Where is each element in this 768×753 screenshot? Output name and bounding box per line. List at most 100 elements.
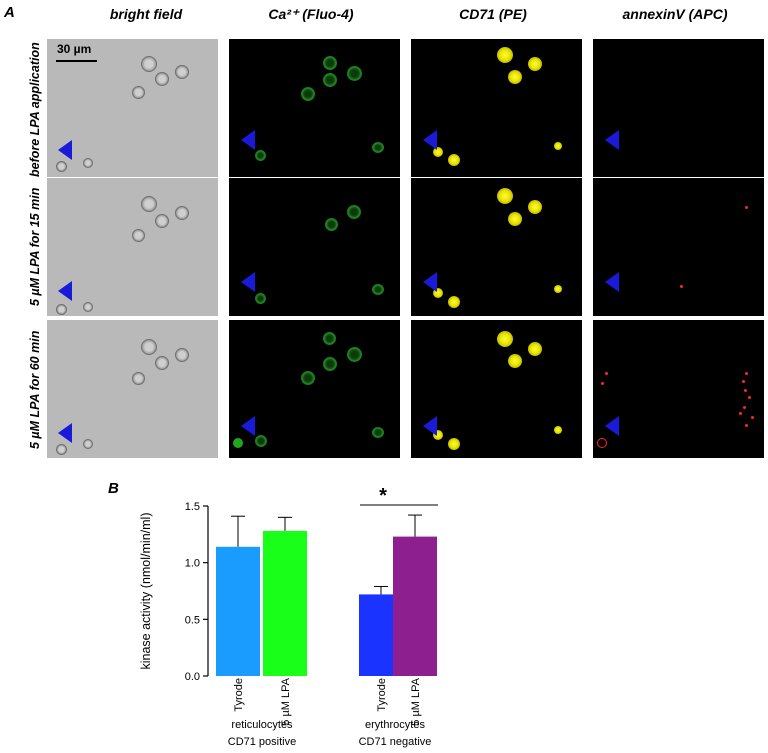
scale-bar <box>56 60 97 62</box>
arrowhead-marker <box>423 130 437 150</box>
cell <box>255 150 266 161</box>
cell <box>347 66 362 81</box>
cell <box>347 347 362 362</box>
annexin-signal <box>743 406 746 409</box>
annexin-signal <box>601 382 604 385</box>
cell <box>141 339 157 355</box>
cell <box>56 304 67 315</box>
y-axis-label: kinase activity (nmol/min/ml) <box>139 513 153 670</box>
cell <box>155 214 169 228</box>
arrowhead-marker <box>241 130 255 150</box>
arrowhead-marker <box>241 416 255 436</box>
micrograph-cd71-15min <box>411 178 582 316</box>
cell <box>323 56 337 70</box>
cell <box>83 439 93 449</box>
cell <box>155 356 169 370</box>
micrograph-calcium-15min <box>229 178 400 316</box>
cell <box>323 357 337 371</box>
category-label: Tyrode <box>376 678 388 712</box>
cell <box>528 342 542 356</box>
cell <box>83 158 93 168</box>
annexin-signal <box>745 206 748 209</box>
arrowhead-marker <box>58 281 72 301</box>
cell <box>155 72 169 86</box>
micrograph-cd71-60min <box>411 320 582 458</box>
arrowhead-marker <box>58 140 72 160</box>
cell <box>508 70 522 84</box>
micrograph-cd71-before <box>411 39 582 177</box>
category-label: Tyrode <box>233 678 245 712</box>
cell <box>132 86 145 99</box>
y-tick-label: 1.0 <box>185 558 200 570</box>
cell <box>554 285 562 293</box>
column-title-annexin: annexinV (APC) <box>622 6 728 22</box>
group-label: reticulocytes <box>231 719 293 731</box>
cell <box>554 142 562 150</box>
cell <box>528 200 542 214</box>
cell <box>433 147 443 157</box>
cell <box>141 56 157 72</box>
panel-a-letter: A <box>4 4 15 21</box>
cell <box>433 288 443 298</box>
micrograph-bf-before: 30 µm <box>47 39 218 177</box>
annexin-signal <box>739 412 742 415</box>
y-tick-label: 0.0 <box>185 671 200 683</box>
cell <box>255 435 267 447</box>
micrograph-annexin-60min <box>593 320 764 458</box>
y-tick-label: 1.5 <box>185 501 200 513</box>
cell <box>433 430 443 440</box>
group-label: erythrocytes <box>365 719 425 731</box>
bar <box>263 530 307 676</box>
column-title-cd71: CD71 (PE) <box>459 6 527 22</box>
cell <box>325 218 338 231</box>
scale-bar-label: 30 µm <box>57 42 92 56</box>
cell <box>56 444 67 455</box>
annexin-signal <box>745 424 748 427</box>
cell <box>175 206 189 220</box>
bar <box>216 546 260 676</box>
arrowhead-marker <box>58 423 72 443</box>
cell <box>323 73 337 87</box>
column-title-calcium: Ca²⁺ (Fluo-4) <box>268 6 354 22</box>
cell <box>372 284 384 295</box>
cell <box>497 188 513 204</box>
cell <box>233 438 243 448</box>
arrowhead-marker <box>241 272 255 292</box>
cell <box>323 332 336 345</box>
micrograph-annexin-before <box>593 39 764 177</box>
annexin-signal <box>748 396 751 399</box>
cell <box>132 229 145 242</box>
column-title-bright-field: bright field <box>109 6 183 22</box>
cell <box>448 296 460 308</box>
category-label: 5 µM LPA <box>410 677 422 725</box>
cell <box>372 142 384 153</box>
bar <box>393 536 437 676</box>
cell <box>175 348 189 362</box>
cell <box>301 371 315 385</box>
annexin-signal <box>745 372 748 375</box>
arrowhead-marker <box>605 416 619 436</box>
micrograph-calcium-60min <box>229 320 400 458</box>
annexin-signal <box>751 416 754 419</box>
cell <box>56 161 67 172</box>
cell <box>347 205 361 219</box>
annexin-signal <box>680 285 683 288</box>
cell <box>508 354 522 368</box>
category-label: 5 µM LPA <box>280 677 292 725</box>
cell <box>497 331 513 347</box>
cell <box>497 47 513 63</box>
cell <box>141 196 157 212</box>
annexin-signal <box>605 372 608 375</box>
cell <box>301 87 315 101</box>
arrowhead-marker <box>605 130 619 150</box>
cell <box>372 427 384 438</box>
group-label: CD71 positive <box>228 736 296 748</box>
micrograph-annexin-15min <box>593 178 764 316</box>
arrowhead-marker <box>605 272 619 292</box>
cell <box>255 293 266 304</box>
cell <box>448 438 460 450</box>
group-label: CD71 negative <box>359 736 432 748</box>
annexin-signal <box>742 380 745 383</box>
panel-b-letter: B <box>108 480 119 497</box>
significance-marker: * <box>379 485 387 507</box>
